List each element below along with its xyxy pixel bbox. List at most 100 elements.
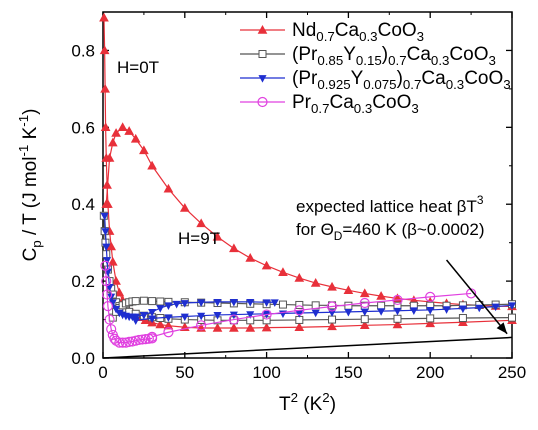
data-point xyxy=(180,313,189,322)
data-point xyxy=(246,311,255,319)
y-tick-label: 0.0 xyxy=(71,349,95,368)
data-point xyxy=(140,334,151,345)
data-point xyxy=(294,305,305,316)
data-point xyxy=(377,308,386,316)
y-tick-label: 0.2 xyxy=(71,272,95,291)
data-point xyxy=(117,122,128,132)
data-point xyxy=(148,297,157,306)
data-point xyxy=(311,309,320,318)
legend-entry-3: Pr0.7Ca0.3CoO3 xyxy=(240,92,419,116)
data-point xyxy=(130,133,141,143)
series-0 xyxy=(101,122,517,311)
annotation-h0: H=0T xyxy=(117,58,159,77)
data-point xyxy=(228,314,239,325)
data-point xyxy=(197,299,206,307)
data-point xyxy=(197,312,206,321)
data-point xyxy=(294,273,305,282)
data-point xyxy=(137,334,148,345)
x-tick-label: 150 xyxy=(334,363,362,382)
legend-swatch-marker xyxy=(257,24,268,34)
data-point xyxy=(131,297,140,306)
data-point xyxy=(376,291,386,300)
data-point xyxy=(100,122,111,132)
series-7 xyxy=(146,288,477,342)
data-point xyxy=(344,301,353,310)
data-point xyxy=(102,301,114,312)
data-point xyxy=(475,304,484,313)
data-point xyxy=(103,257,112,265)
series-line xyxy=(151,292,472,338)
data-point xyxy=(163,320,174,330)
data-point xyxy=(114,287,125,297)
data-point xyxy=(156,297,165,306)
data-point xyxy=(146,331,158,342)
data-point xyxy=(104,314,115,325)
series-line xyxy=(105,126,513,308)
data-point xyxy=(133,334,145,346)
x-tick-label: 200 xyxy=(416,363,444,382)
y-tick-label: 0.6 xyxy=(71,118,95,137)
data-point xyxy=(344,308,353,317)
data-point xyxy=(507,302,517,310)
data-point xyxy=(148,308,157,317)
y-axis-label: Cp / T (J mol-1 K-1) xyxy=(16,109,44,262)
y-tick-label: 0.8 xyxy=(71,41,95,60)
data-point xyxy=(163,183,174,193)
data-point xyxy=(360,315,369,324)
data-point xyxy=(101,153,112,162)
data-point xyxy=(111,276,121,285)
data-point xyxy=(212,322,223,332)
data-point xyxy=(393,307,402,316)
data-point xyxy=(359,320,370,330)
data-point xyxy=(426,314,435,323)
data-point xyxy=(117,337,128,348)
data-point xyxy=(491,303,500,312)
data-point xyxy=(377,301,386,310)
data-point xyxy=(278,267,288,276)
data-point xyxy=(139,296,148,305)
data-point xyxy=(156,305,165,313)
legend-label: (Pr0.85Y0.15)0.7Ca0.3CoO3 xyxy=(292,44,496,68)
data-series xyxy=(99,12,517,348)
data-point xyxy=(164,302,173,310)
data-point xyxy=(100,260,111,271)
data-point xyxy=(131,317,140,325)
data-point xyxy=(359,297,370,309)
data-point xyxy=(107,256,118,266)
data-point xyxy=(147,160,157,170)
data-point xyxy=(213,312,222,320)
legend-label: Nd0.7Ca0.3CoO3 xyxy=(292,20,424,44)
arrow-head xyxy=(496,322,508,334)
annotations: H=0T H=9T expected lattice heat βT3 for ΘD=… xyxy=(117,58,508,335)
data-point xyxy=(328,309,337,317)
data-point xyxy=(101,228,110,236)
data-point xyxy=(262,299,271,307)
data-point xyxy=(102,243,111,252)
data-point xyxy=(213,298,222,307)
data-point xyxy=(360,308,369,317)
data-point xyxy=(393,314,402,323)
annotation-lattice-line2: for ΘD=460 K (β~0.0002) xyxy=(296,220,485,243)
legend-entry-2: (Pr0.925Y0.075)0.7Ca0.3CoO3 xyxy=(240,68,511,92)
data-point xyxy=(310,278,321,287)
data-point xyxy=(139,145,149,155)
data-point xyxy=(343,285,354,295)
data-point xyxy=(148,315,157,324)
data-point xyxy=(442,306,451,314)
data-point xyxy=(179,203,190,212)
legend-entry-1: (Pr0.85Y0.15)0.7Ca0.3CoO3 xyxy=(240,44,496,68)
series-5 xyxy=(131,302,517,325)
annotation-h9: H=9T xyxy=(178,229,220,248)
data-point xyxy=(425,291,436,302)
data-point xyxy=(328,315,337,324)
data-point xyxy=(196,320,207,331)
data-point xyxy=(99,12,109,22)
data-point xyxy=(261,309,272,320)
data-point xyxy=(294,322,305,331)
data-point xyxy=(278,300,287,309)
data-point xyxy=(111,128,121,137)
x-tick-label: 250 xyxy=(498,363,526,382)
data-point xyxy=(261,260,272,270)
data-point xyxy=(295,300,304,309)
x-tick-label: 100 xyxy=(252,363,280,382)
